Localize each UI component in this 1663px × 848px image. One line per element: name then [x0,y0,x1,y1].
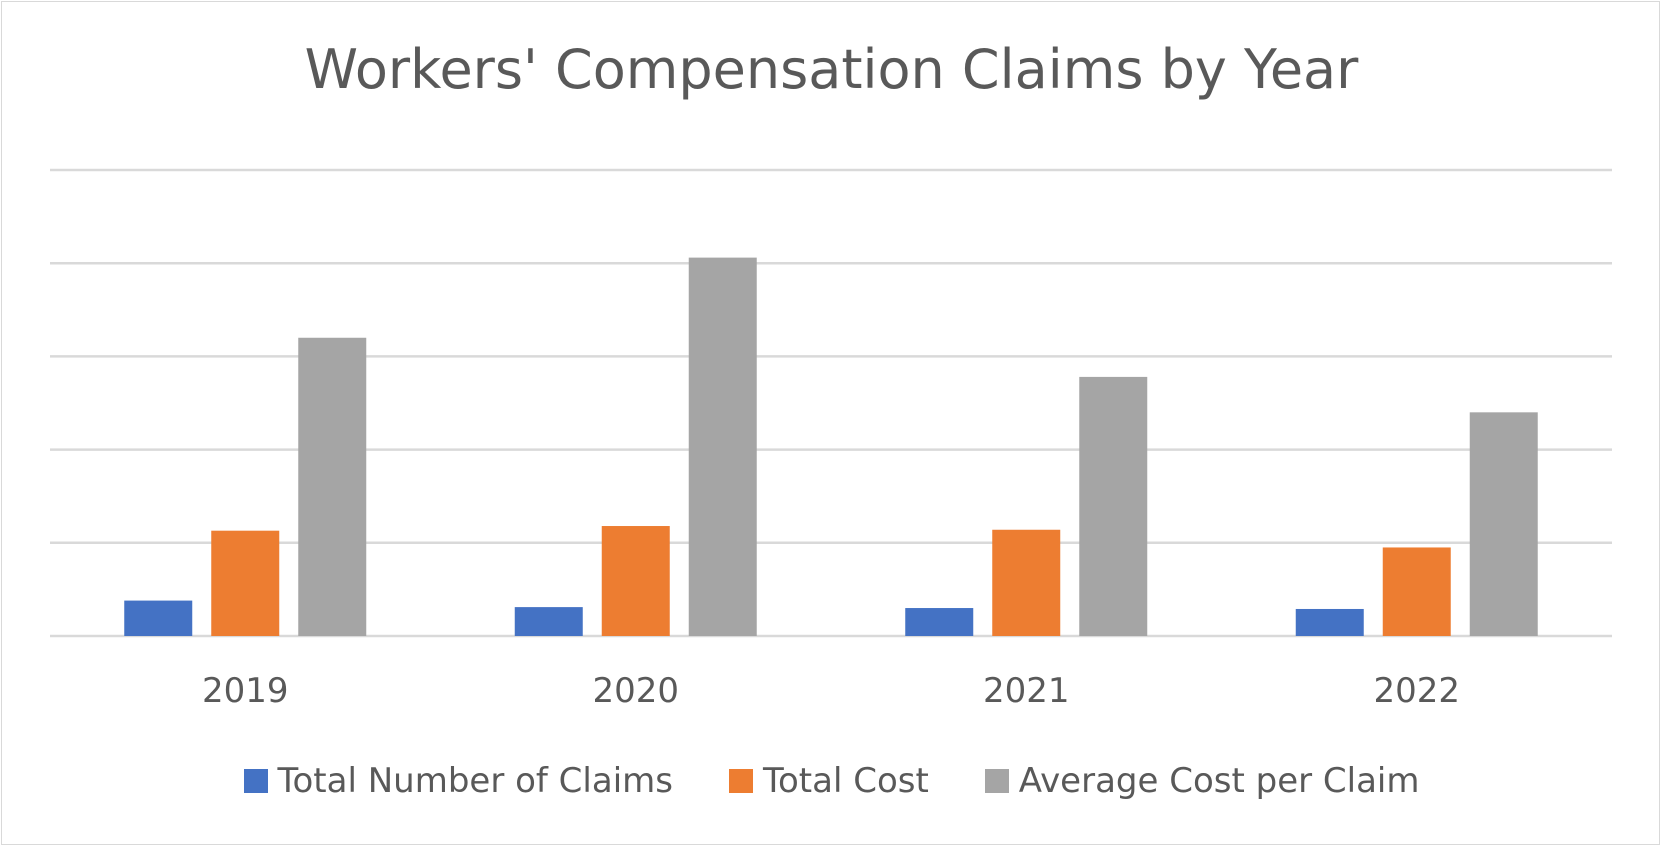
legend: Total Number of Claims Total Cost Average … [0,758,1663,804]
legend-swatch [984,769,1009,793]
bar-total-cost-2022 [1382,547,1451,636]
bar-total-number-of-claims-2021 [905,608,974,636]
chart-title: Workers' Compensation Claims by Year [304,38,1359,101]
gridlines [50,168,1612,638]
legend-label: Total Number of Claims [277,761,673,801]
bar-average-cost-per-claim-2019 [298,337,367,636]
bars [124,257,1538,636]
legend-label: Average Cost per Claim [1018,761,1420,801]
x-tick-label-2022: 2022 [1373,671,1460,711]
bar-total-cost-2019 [211,530,280,636]
bar-average-cost-per-claim-2020 [688,257,757,636]
x-axis-tick-labels: 2019 2020 2021 2022 [202,671,1460,711]
x-tick-label-2019: 2019 [202,671,289,711]
x-tick-label-2020: 2020 [592,671,679,711]
legend-label: Total Cost [762,761,929,801]
bar-average-cost-per-claim-2021 [1079,376,1148,636]
legend-entry-average-cost-per-claim: Average Cost per Claim [984,761,1420,801]
bar-average-cost-per-claim-2022 [1469,412,1538,636]
bar-total-number-of-claims-2020 [514,607,583,636]
legend-swatch [243,769,268,793]
bar-total-cost-2021 [992,529,1061,636]
legend-entry-total-cost: Total Cost [728,761,929,801]
legend-swatch [728,769,753,793]
bar-total-number-of-claims-2022 [1295,608,1364,636]
bar-total-cost-2020 [601,526,670,636]
bar-total-number-of-claims-2019 [124,600,193,636]
legend-entry-total-number-of-claims: Total Number of Claims [243,761,673,801]
x-tick-label-2021: 2021 [983,671,1070,711]
